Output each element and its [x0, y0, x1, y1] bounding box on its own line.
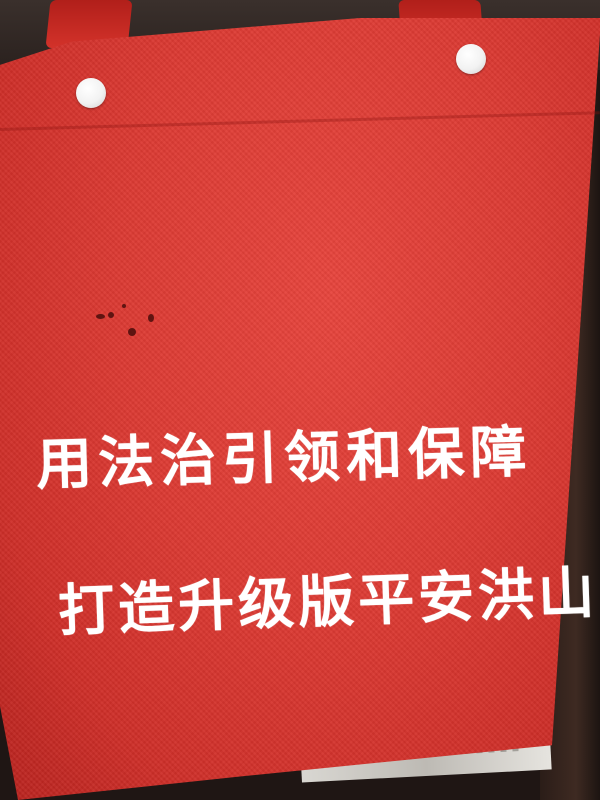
fabric-texture [0, 18, 600, 800]
bag-body [0, 18, 600, 800]
tote-bag [0, 18, 600, 800]
slogan-line-1: 用法治引领和保障 [35, 419, 533, 498]
rivet-icon [456, 44, 486, 74]
rivet-icon [76, 78, 106, 108]
ink-stain [92, 294, 172, 344]
